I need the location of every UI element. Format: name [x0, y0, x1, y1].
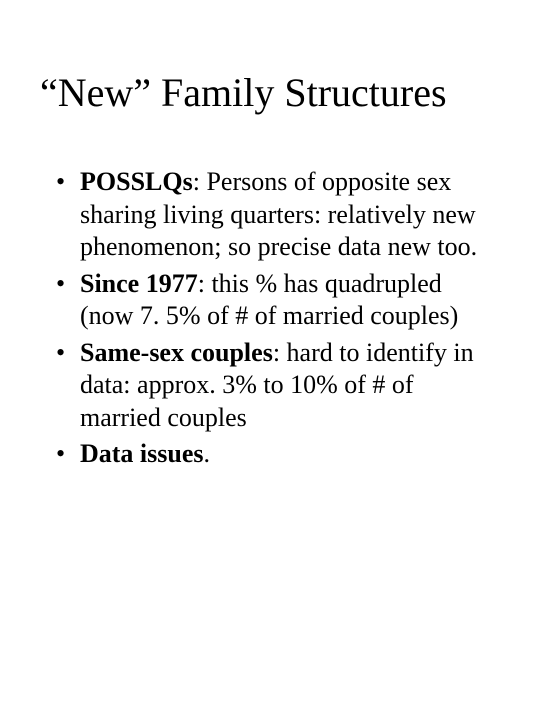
bullet-lead: Since 1977 — [80, 269, 198, 298]
list-item: POSSLQs: Persons of opposite sex sharing… — [62, 166, 500, 264]
bullet-rest: . — [204, 439, 211, 468]
slide: “New” Family Structures POSSLQs: Persons… — [0, 0, 540, 720]
list-item: Same-sex couples: hard to identify in da… — [62, 337, 500, 435]
bullet-lead: Data issues — [80, 439, 204, 468]
list-item: Data issues. — [62, 438, 500, 471]
bullet-lead: POSSLQs — [80, 167, 193, 196]
list-item: Since 1977: this % has quadrupled (now 7… — [62, 268, 500, 333]
bullet-lead: Same-sex couples — [80, 338, 273, 367]
bullet-list: POSSLQs: Persons of opposite sex sharing… — [40, 166, 500, 471]
slide-title: “New” Family Structures — [40, 70, 500, 116]
